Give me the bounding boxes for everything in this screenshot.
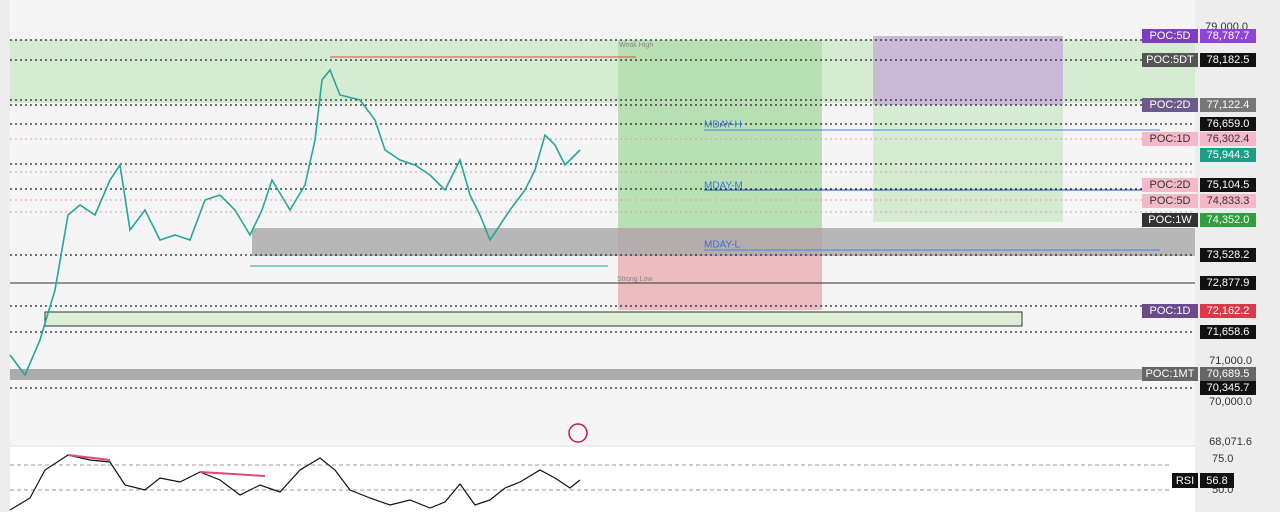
price-label: 77,122.4	[1207, 99, 1250, 111]
poc-label: POC:2D	[1150, 99, 1191, 111]
price-box	[1200, 367, 1256, 381]
zone-long	[618, 40, 822, 228]
zone-box	[44, 311, 1023, 327]
price-box	[1200, 276, 1256, 290]
zone-purple	[873, 36, 1063, 105]
poc-tag	[1142, 53, 1198, 67]
price-box	[1200, 148, 1256, 162]
price-label: 73,528.2	[1207, 249, 1250, 261]
price-box	[1200, 53, 1256, 67]
poc-label: POC:1W	[1148, 214, 1192, 226]
rsi-tag	[1172, 473, 1198, 488]
annotation: MDAY-L	[704, 240, 741, 251]
price-box	[1200, 132, 1256, 146]
price-label: 76,302.4	[1207, 133, 1250, 145]
price-label: 70,345.7	[1207, 382, 1250, 394]
poc-label: POC:2D	[1150, 179, 1191, 191]
price-label: 78,182.5	[1207, 54, 1250, 66]
poc-tag	[1142, 132, 1198, 146]
price-label: 74,352.0	[1207, 214, 1250, 226]
annotation: MDAY-M	[704, 181, 743, 192]
rsi-pane	[10, 447, 1195, 512]
zone-gray	[252, 228, 1195, 256]
price-label: 72,162.2	[1207, 305, 1250, 317]
poc-tag	[1142, 194, 1198, 208]
price-label: 72,877.9	[1207, 277, 1250, 289]
price-box	[1200, 304, 1256, 318]
annotation: Weak High	[619, 42, 653, 49]
annotation: MDAY-H	[704, 120, 742, 131]
poc-label: POC:5D	[1150, 30, 1191, 42]
price-label: 71,658.6	[1207, 326, 1250, 338]
poc-label: POC:1MT	[1146, 368, 1195, 380]
price-box	[1200, 213, 1256, 227]
axis-label: 70,000.0	[1209, 396, 1252, 408]
price-trace	[9, 68, 581, 377]
poc-label: POC:5D	[1150, 195, 1191, 207]
poc-tag	[1142, 178, 1198, 192]
poc-label: POC:5DT	[1146, 54, 1194, 66]
poc-label: POC:1D	[1150, 133, 1191, 145]
price-label: 76,659.0	[1207, 118, 1250, 130]
price-box	[1200, 98, 1256, 112]
price-label: 75,944.3	[1207, 149, 1250, 161]
zone-gray-2	[10, 369, 1195, 380]
rsi-label: RSI	[1176, 475, 1194, 487]
rsi-value-box	[1200, 473, 1234, 488]
price-label: 70,689.5	[1207, 368, 1250, 380]
axis-label: 68,071.6	[1209, 436, 1252, 448]
poc-tag	[1142, 367, 1198, 381]
poc-tag	[1142, 29, 1198, 43]
price-label: 75,104.5	[1207, 179, 1250, 191]
divergence	[199, 471, 266, 477]
poc-label: POC:1D	[1150, 305, 1191, 317]
price-box	[1200, 248, 1256, 262]
poc-tag	[1142, 304, 1198, 318]
rsi-level-label: 75.0	[1212, 453, 1233, 465]
poc-tag	[1142, 213, 1198, 227]
price-box	[1200, 381, 1256, 395]
axis-label: 71,000.0	[1209, 355, 1252, 367]
price-box	[1200, 178, 1256, 192]
price-box	[1200, 117, 1256, 131]
price-tags: 78,787.7 POC:5D 78,182.5 POC:5DT 77,122.4 POC…	[1142, 29, 1256, 395]
price-label: 78,787.7	[1207, 30, 1250, 42]
price-label: 74,833.3	[1207, 195, 1250, 207]
rsi-value: 56.8	[1206, 475, 1227, 487]
rsi-line	[9, 454, 581, 511]
price-box	[1200, 29, 1256, 43]
price-box	[1200, 194, 1256, 208]
price-box	[1200, 325, 1256, 339]
annotation: Strong Low	[617, 276, 653, 283]
poc-tag	[1142, 98, 1198, 112]
divergence	[67, 454, 111, 461]
icon[interactable]	[568, 423, 588, 443]
